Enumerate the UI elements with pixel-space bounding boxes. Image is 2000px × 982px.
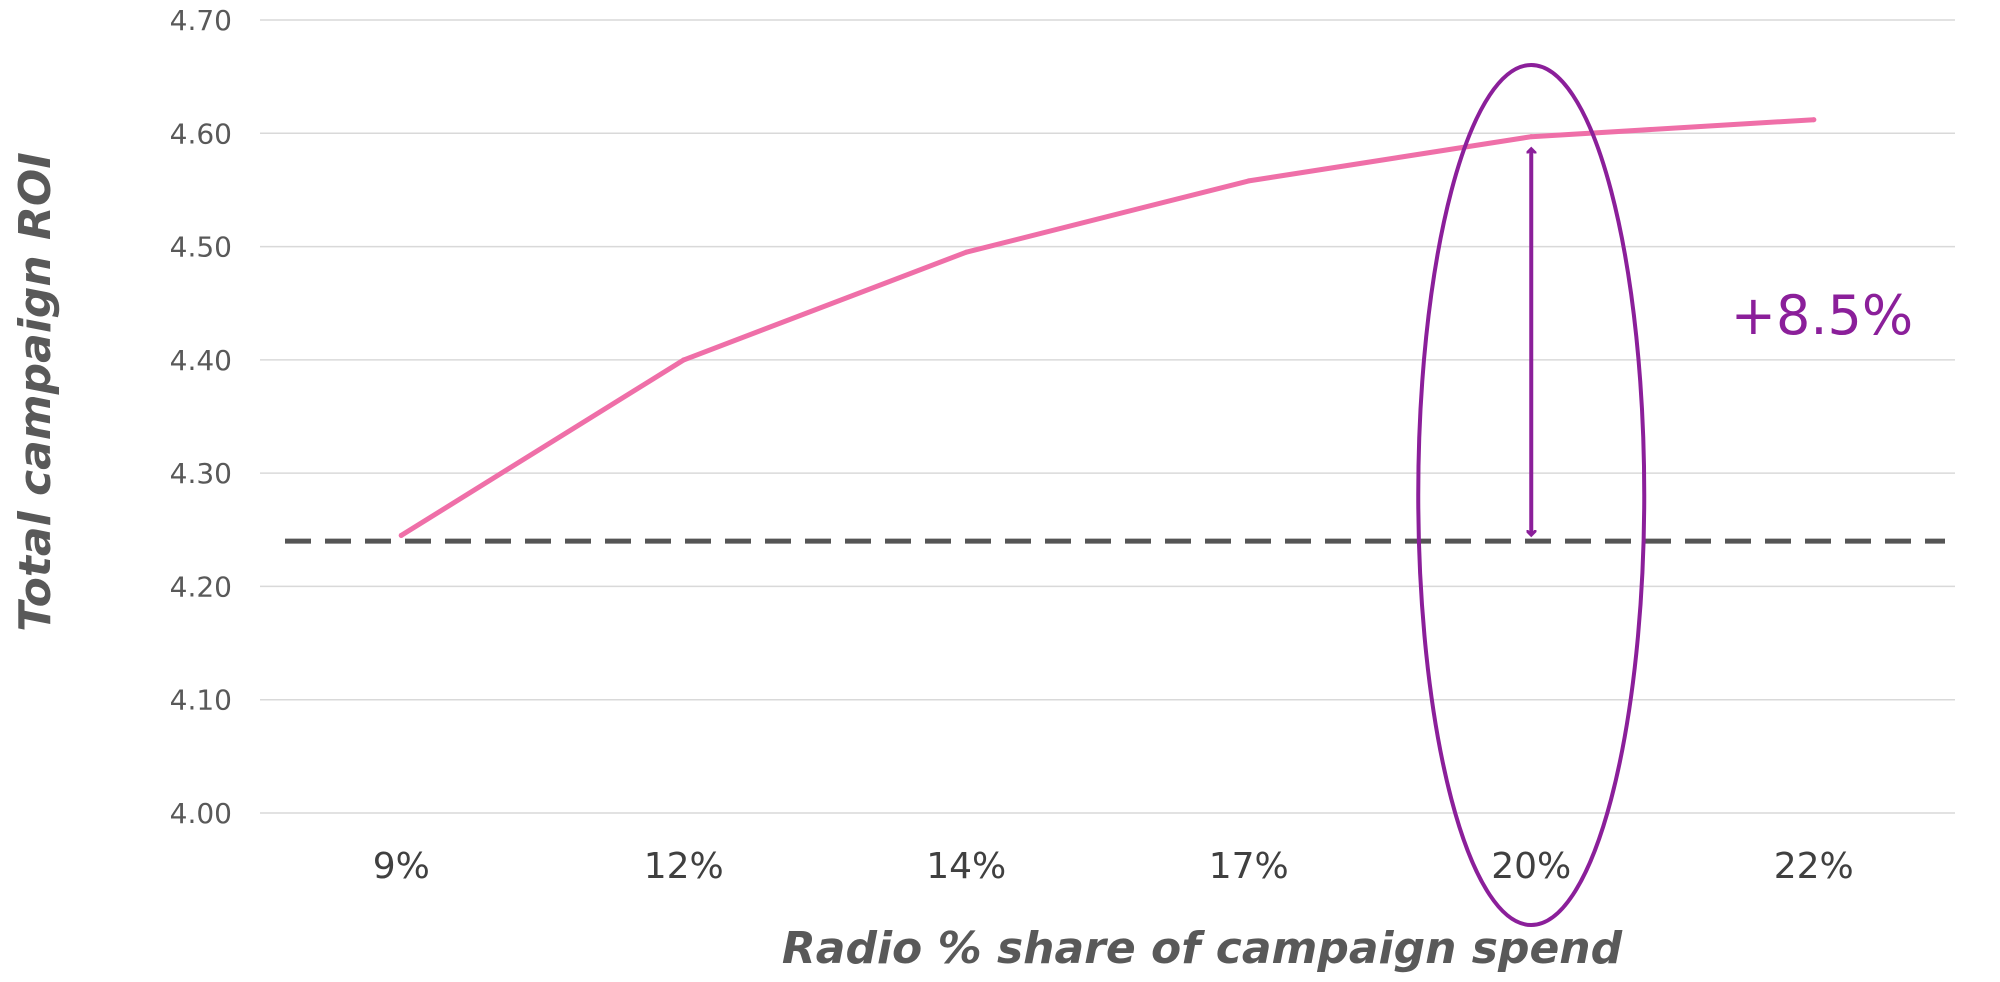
y-tick-label: 4.20	[170, 570, 232, 603]
series-layer	[398, 117, 1817, 538]
annotation-layer: +8.5%	[1416, 63, 1913, 927]
y-tick-label: 4.50	[170, 231, 232, 264]
data-point	[681, 357, 687, 363]
data-point	[398, 532, 404, 538]
x-tick-label: 9%	[373, 846, 430, 887]
data-point	[1528, 134, 1534, 140]
y-tick-label: 4.40	[170, 344, 232, 377]
x-axis-title: Radio % share of campaign spend	[782, 923, 1623, 974]
data-point	[1246, 178, 1252, 184]
data-point	[1811, 117, 1817, 123]
gridlines	[260, 19, 1955, 814]
x-tick-label: 22%	[1774, 846, 1854, 887]
x-tick-label: 12%	[644, 846, 724, 887]
series-line	[398, 117, 1817, 538]
y-axis-title: Total campaign ROI	[10, 152, 61, 631]
x-tick-label: 20%	[1491, 846, 1571, 887]
highlight-ellipse	[1416, 63, 1647, 927]
y-tick-label: 4.60	[170, 117, 232, 150]
y-tick-label: 4.10	[170, 684, 232, 717]
x-tick-label: 14%	[926, 846, 1006, 887]
x-axis-ticks: 9% 12% 14% 17% 20% 22%	[373, 846, 1854, 887]
difference-annotation: +8.5%	[1731, 284, 1913, 347]
y-tick-label: 4.70	[170, 4, 232, 37]
data-point	[963, 249, 969, 255]
y-axis-ticks: 4.00 4.10 4.20 4.30 4.40 4.50 4.60 4.70	[170, 4, 232, 830]
y-tick-label: 4.30	[170, 457, 232, 490]
y-tick-label: 4.00	[170, 797, 232, 830]
x-tick-label: 17%	[1209, 846, 1289, 887]
